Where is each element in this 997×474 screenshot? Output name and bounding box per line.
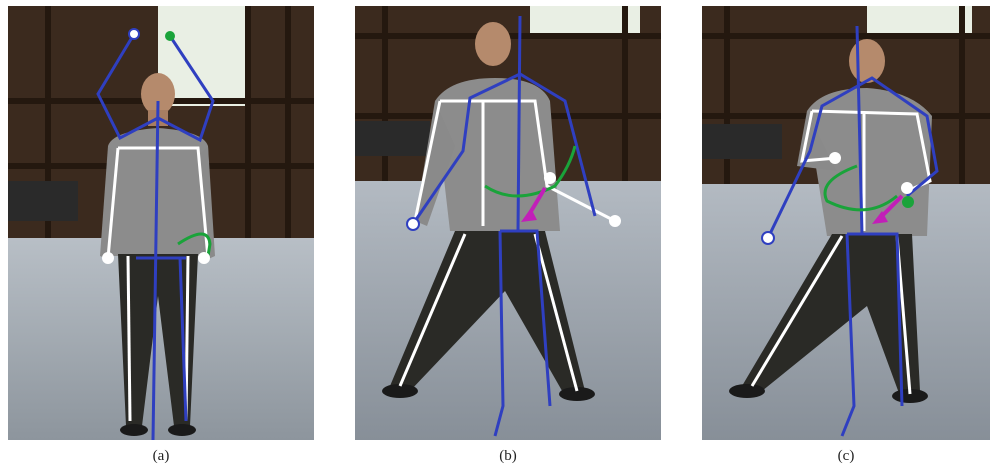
joint-marker bbox=[198, 252, 210, 264]
pose-photo-c bbox=[702, 6, 990, 440]
photo-panel-a bbox=[8, 6, 314, 440]
blue-skeleton bbox=[96, 33, 215, 440]
joint-marker-green bbox=[165, 31, 175, 41]
white-skeleton bbox=[398, 99, 616, 392]
joint-marker bbox=[102, 252, 114, 264]
joint-marker bbox=[609, 215, 621, 227]
green-trace bbox=[823, 164, 898, 212]
caption-b: (b) bbox=[499, 448, 517, 464]
joint-marker bbox=[406, 217, 420, 231]
caption-a: (a) bbox=[152, 448, 170, 464]
photo-panel-b bbox=[355, 6, 661, 440]
blue-skeleton bbox=[766, 25, 939, 437]
person bbox=[100, 73, 215, 436]
caption-c: (c) bbox=[837, 448, 855, 464]
arrow-head bbox=[521, 208, 537, 222]
barn-window bbox=[530, 6, 640, 36]
barn-beams bbox=[355, 6, 661, 206]
green-trace bbox=[484, 145, 577, 198]
bench bbox=[8, 181, 78, 221]
pose-photo-a bbox=[8, 6, 314, 440]
joint-marker bbox=[901, 182, 913, 194]
joint-marker bbox=[544, 172, 556, 184]
pose-photo-b bbox=[355, 6, 661, 440]
person bbox=[382, 22, 595, 401]
joint-marker bbox=[829, 152, 841, 164]
bench bbox=[702, 124, 782, 159]
white-skeleton bbox=[106, 146, 210, 422]
green-trace bbox=[177, 232, 212, 257]
barn-window bbox=[867, 6, 972, 36]
joint-marker bbox=[761, 231, 775, 245]
photo-panel-c bbox=[702, 6, 990, 440]
arrow-head bbox=[872, 211, 888, 224]
joint-marker-green bbox=[902, 196, 914, 208]
joint-marker bbox=[128, 28, 140, 40]
bench bbox=[355, 121, 430, 156]
